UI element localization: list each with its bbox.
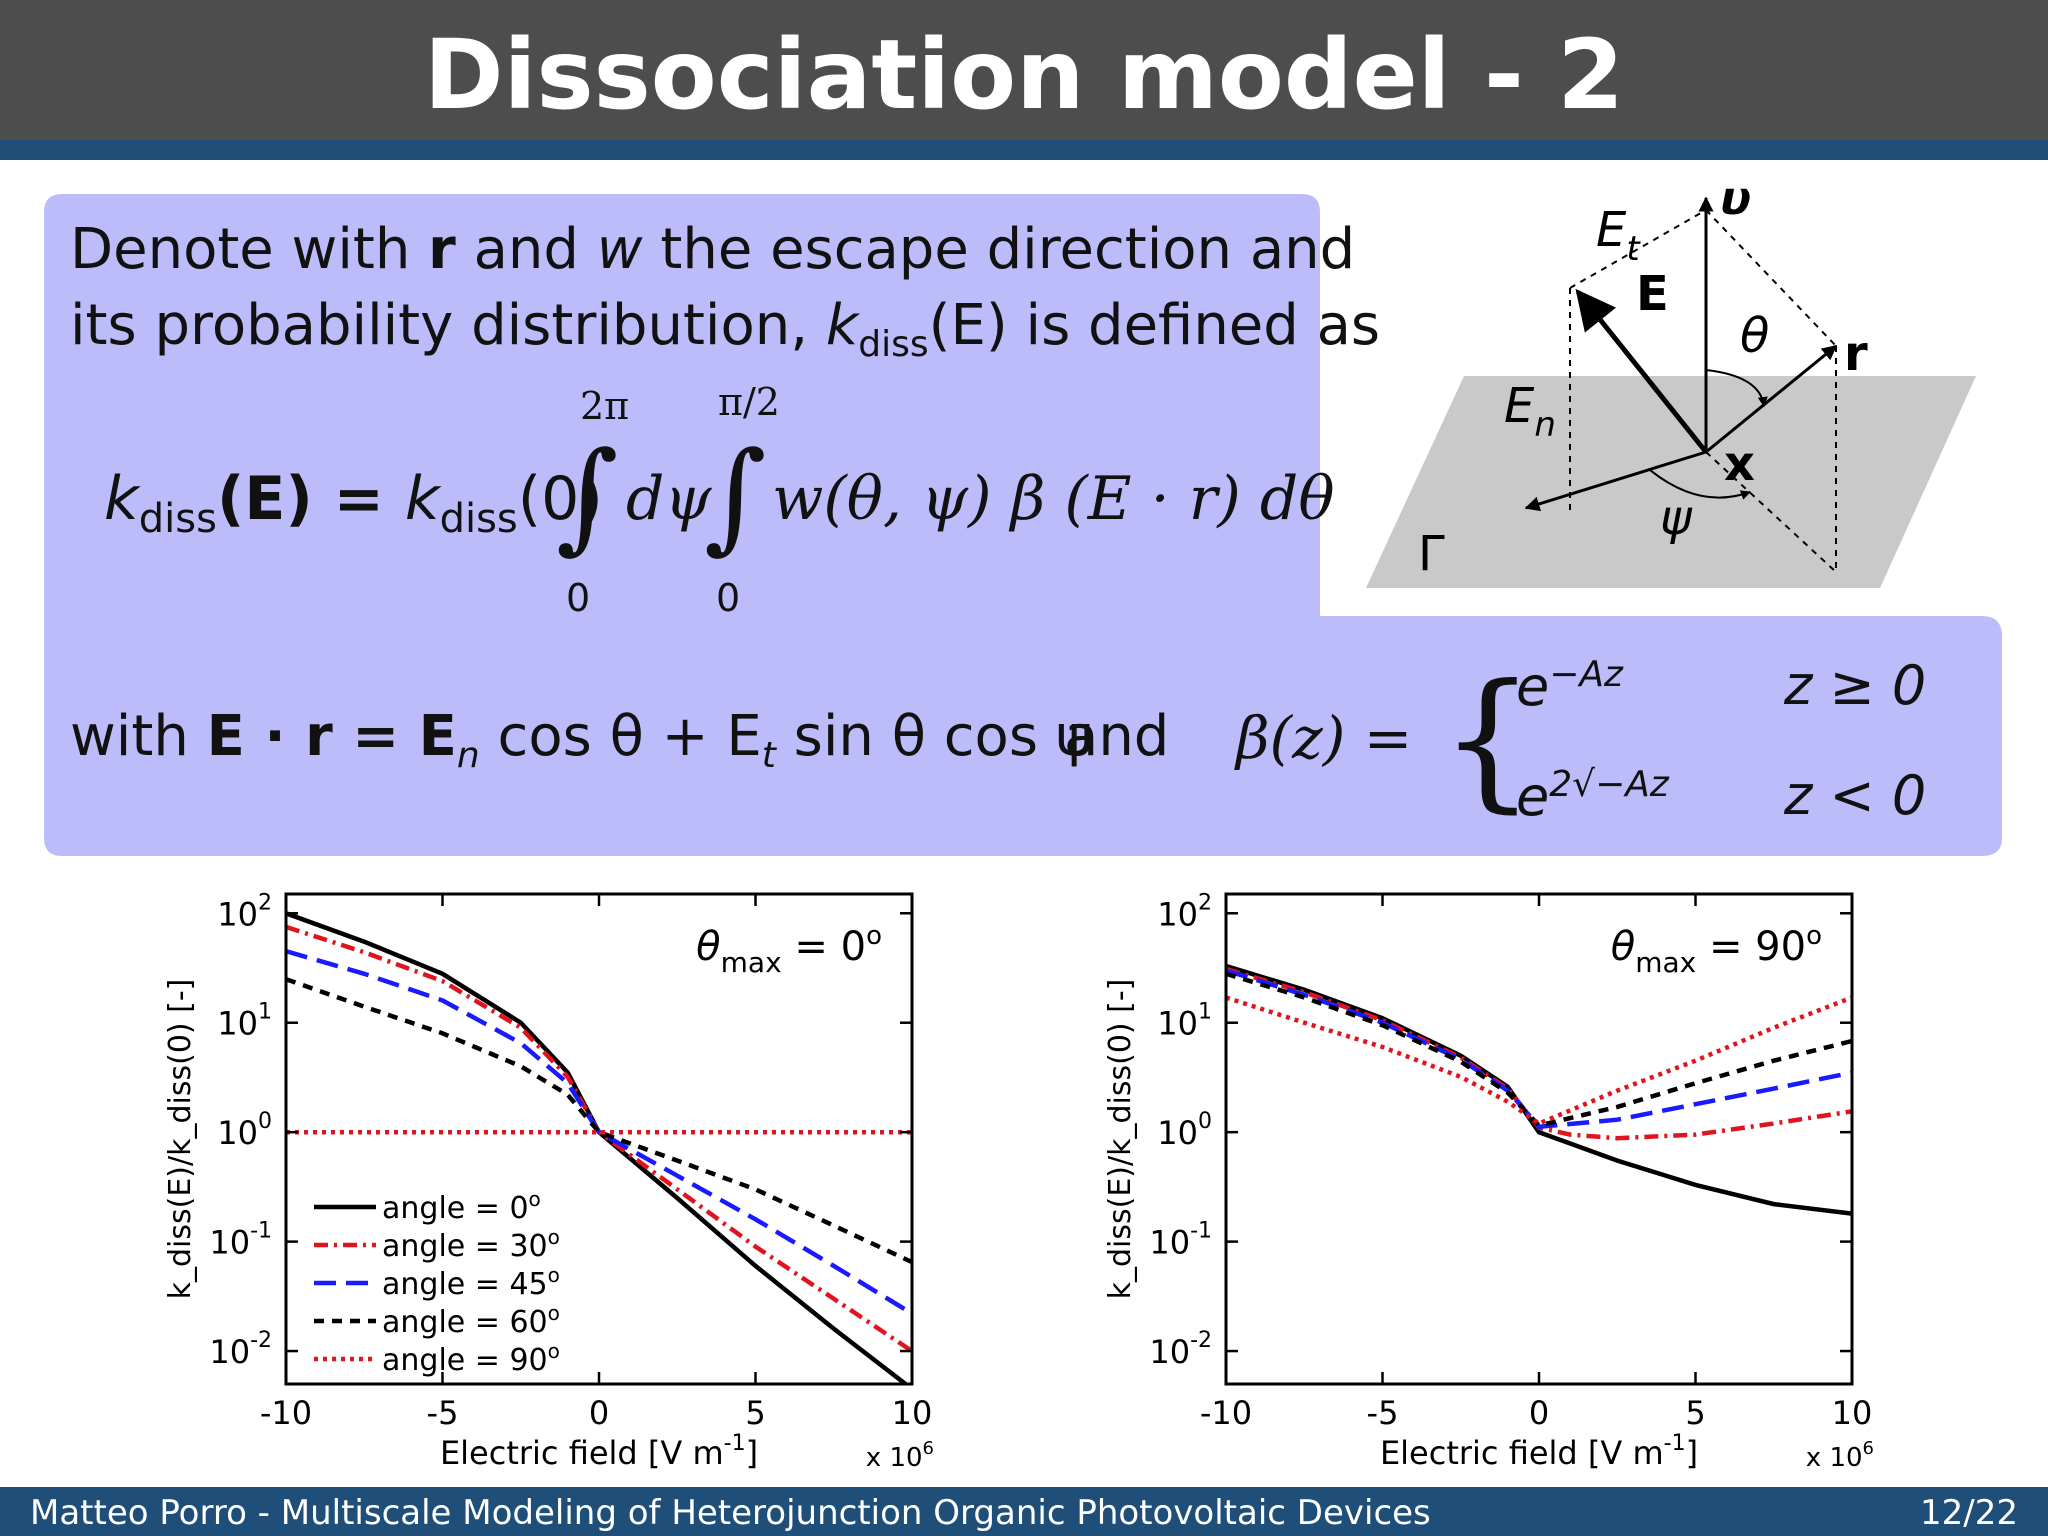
- page-number: 12/22: [1920, 1493, 2018, 1533]
- beta-lhs: β(z) =: [1236, 704, 1413, 772]
- beta-case-1: e−Az: [1516, 654, 1623, 718]
- y-tick-label: 101: [217, 1000, 272, 1043]
- plot-theta-max-0: 102 101 100 10-1 10-2 -10 -5 0 5 10 Electric field…: [163, 890, 934, 1470]
- legend-label: angle = 30o: [382, 1225, 560, 1264]
- series-line-4: [1226, 971, 1852, 1128]
- intro-line-2: its probability distribution, kdiss(E) i…: [70, 293, 1381, 366]
- x-multiplier: x 106: [1806, 1438, 1874, 1470]
- y-tick-label: 101: [1157, 1000, 1212, 1043]
- legend-label: angle = 45o: [382, 1263, 560, 1302]
- plot-area: [1226, 894, 1852, 1384]
- y-tick-label: 10-1: [209, 1219, 272, 1262]
- intro-text: Denote with r and w the escape direction…: [70, 212, 1380, 383]
- x-tick-label: -10: [260, 1394, 312, 1432]
- intro-line-1: Denote with r and w the escape direction…: [70, 217, 1356, 282]
- y-tick-label: 102: [1157, 890, 1212, 933]
- legend-label: angle = 60o: [382, 1301, 560, 1340]
- x-tick-label: 10: [892, 1394, 933, 1432]
- equation-e-dot-r: with E · r = En cos θ + Et sin θ cos ψ: [70, 704, 1093, 777]
- theta-max-annotation: θmax = 0o: [696, 921, 882, 979]
- label-normal: υ: [1720, 180, 1751, 225]
- slide-title: Dissociation model - 2: [423, 19, 1625, 131]
- theta-arc: [1705, 369, 1768, 407]
- beta-case-1-condition: z ≥ 0: [1784, 654, 1927, 717]
- in-plane-projection: [1524, 450, 1707, 512]
- field-vector: [1575, 288, 1708, 454]
- integral1-body: dψ: [626, 464, 712, 534]
- x-tick-label: -10: [1200, 1394, 1252, 1432]
- integral1-upper: 2π: [580, 384, 630, 428]
- theta-max-annotation: θmax = 90o: [1611, 921, 1822, 979]
- definition-block: [44, 194, 2002, 856]
- x-tick-label: 5: [745, 1394, 765, 1432]
- geometry-diagram: Et υ E θ r En x ψ Γ: [1366, 180, 1976, 588]
- x-tick-label: 5: [1685, 1394, 1705, 1432]
- beta-case-2-condition: z < 0: [1784, 764, 1927, 827]
- y-tick-label: 10-1: [1149, 1219, 1212, 1262]
- legend-label: angle = 0o: [382, 1187, 541, 1226]
- interface-plane: [1366, 376, 1976, 588]
- plot-area: [286, 894, 912, 1384]
- integral2-body: w(θ, ψ) β (E · r) dθ: [772, 464, 1335, 534]
- label-psi: ψ: [1660, 490, 1693, 546]
- x-tick-label: -5: [427, 1394, 459, 1432]
- x-tick-label: 0: [1529, 1394, 1549, 1432]
- series-line-4: [286, 977, 912, 1265]
- x-tick-label: 10: [1832, 1394, 1873, 1432]
- x-axis-label: Electric field [V m-1]: [440, 1431, 758, 1470]
- psi-arc: [1649, 469, 1751, 500]
- integral2-sign: ∫: [704, 427, 767, 566]
- x-axis-label: Electric field [V m-1]: [1380, 1431, 1698, 1470]
- y-axis-label: k_diss(E)/k_diss(0) [-]: [163, 979, 198, 1300]
- x-tick-label: 0: [589, 1394, 609, 1432]
- y-tick-label: 100: [1157, 1109, 1212, 1152]
- case-brace: {: [1440, 653, 1536, 827]
- x-multiplier: x 106: [866, 1438, 934, 1470]
- legend-label: angle = 90o: [382, 1339, 560, 1378]
- series-line-5: [1226, 995, 1852, 1127]
- title-stripe: [0, 140, 2048, 160]
- escape-direction-vector: [1705, 344, 1838, 454]
- slide-title-bar: Dissociation model - 2: [0, 0, 2048, 140]
- label-Et: Et: [1596, 202, 1641, 269]
- plot-theta-max-90: 102 101 100 10-1 10-2 -10 -5 0 5 10 Electric field…: [1103, 890, 1874, 1470]
- series-line-3: [286, 949, 912, 1316]
- beta-case-2: e2√−Az: [1516, 764, 1669, 828]
- label-r: r: [1844, 326, 1868, 382]
- y-tick-label: 100: [217, 1109, 272, 1152]
- integral2-upper: π/2: [718, 380, 780, 424]
- integral1-sign: ∫: [556, 427, 619, 566]
- label-Gamma: Γ: [1418, 526, 1445, 582]
- label-En: En: [1504, 378, 1556, 445]
- label-theta: θ: [1740, 308, 1769, 364]
- integral1-lower: 0: [566, 576, 591, 620]
- y-tick-label: 10-2: [1149, 1328, 1212, 1371]
- y-tick-label: 102: [217, 890, 272, 933]
- label-x: x: [1724, 436, 1755, 492]
- integral2-lower: 0: [716, 576, 741, 620]
- y-axis-label: k_diss(E)/k_diss(0) [-]: [1103, 979, 1138, 1300]
- and-text: and: [1064, 704, 1170, 769]
- label-E: E: [1636, 266, 1669, 322]
- x-tick-label: -5: [1367, 1394, 1399, 1432]
- equation-kdiss: kdiss(E) = kdiss(0): [104, 464, 603, 542]
- footer-bar: Matteo Porro - Multiscale Modeling of He…: [0, 1487, 2048, 1536]
- footer-title: Matteo Porro - Multiscale Modeling of He…: [30, 1493, 1431, 1533]
- y-tick-label: 10-2: [209, 1328, 272, 1371]
